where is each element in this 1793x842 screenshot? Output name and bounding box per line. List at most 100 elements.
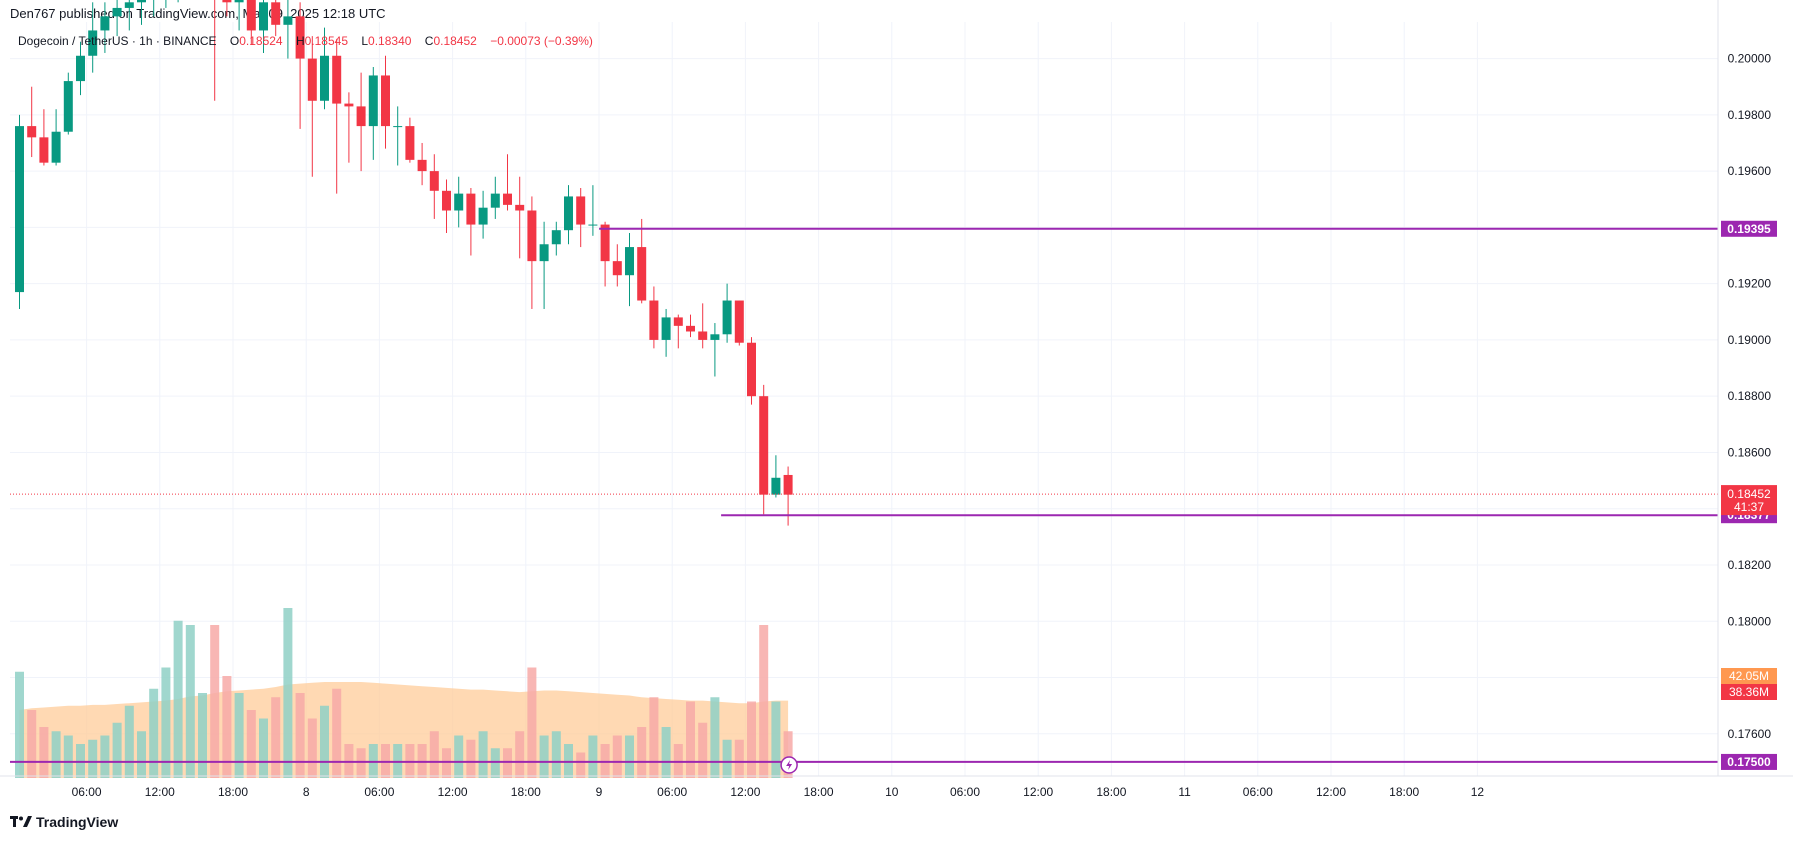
candle-body — [539, 244, 549, 262]
close-label: C — [424, 34, 434, 48]
x-tick-label: 12:00 — [145, 785, 175, 799]
candle-body — [320, 55, 329, 101]
candle-body — [368, 75, 378, 127]
candle-body — [429, 171, 439, 191]
candle-body — [759, 396, 769, 495]
change-value: −0.00073 (−0.39%) — [490, 34, 593, 48]
last-price-label: 0.18452 — [1727, 487, 1771, 501]
x-tick-label: 18:00 — [1096, 785, 1126, 799]
price-labels: 0.193950.183770.175000.1845241:3742.05M3… — [780, 220, 1777, 774]
candle-body — [661, 317, 671, 340]
volume-bar — [734, 739, 744, 778]
high-label: H — [295, 34, 305, 48]
volume-bar — [51, 731, 61, 778]
low-label: L — [361, 34, 369, 48]
candle-body — [625, 247, 634, 276]
volume-bar — [332, 688, 342, 778]
candle-body — [478, 207, 488, 225]
candle-body — [698, 331, 708, 340]
x-tick-label: 06:00 — [1243, 785, 1273, 799]
symbol-name[interactable]: Dogecoin / TetherUS · 1h · BINANCE — [18, 34, 217, 48]
volume-bar — [259, 718, 268, 778]
open-label: O — [229, 34, 240, 48]
x-tick-label: 06:00 — [657, 785, 687, 799]
tradingview-brand[interactable]: TradingView — [10, 814, 118, 830]
volume-bar — [320, 705, 329, 778]
candle-body — [515, 204, 525, 211]
candle-body — [100, 16, 110, 31]
volume-bar — [234, 693, 244, 778]
x-tick-label: 18:00 — [218, 785, 248, 799]
volume-bar — [198, 693, 207, 778]
volume-bar — [271, 697, 281, 778]
symbol-legend: Dogecoin / TetherUS · 1h · BINANCE O 0.18… — [18, 34, 593, 48]
volume-ma-area-path — [19, 681, 789, 778]
volume-ma-label-bg — [1721, 684, 1777, 700]
candle-body — [222, 0, 232, 3]
candle-body — [405, 126, 415, 160]
candle-body — [283, 16, 293, 25]
volume-bar — [698, 722, 708, 778]
candle-body — [747, 342, 756, 397]
volume-bar — [283, 608, 293, 778]
x-tick-label: 18:00 — [511, 785, 541, 799]
volume-bar — [442, 748, 451, 778]
volume-bar — [454, 735, 464, 778]
candle-body — [454, 193, 464, 211]
volume-bar — [307, 718, 317, 778]
grid — [10, 22, 1718, 776]
volume-bar — [246, 710, 256, 778]
volume-bar — [747, 701, 756, 778]
volume-bar — [515, 731, 525, 778]
volume-ma-area — [19, 681, 789, 778]
close-value: 0.18452 — [433, 34, 477, 48]
volume-bar — [661, 727, 671, 778]
lightning-bolt-icon — [786, 760, 793, 770]
candles — [15, 0, 793, 526]
x-tick-label: 12:00 — [730, 785, 760, 799]
x-tick-label: 06:00 — [72, 785, 102, 799]
volume-bar — [686, 701, 695, 778]
candle-body — [673, 317, 683, 326]
level-label: 0.19395 — [1727, 222, 1771, 236]
candle-body — [783, 474, 793, 495]
candle-body — [576, 196, 586, 225]
candle-body — [710, 334, 720, 340]
x-tick-label: 12 — [1471, 785, 1485, 799]
volume-bar — [466, 739, 476, 778]
x-tick-label: 18:00 — [804, 785, 834, 799]
x-tick-label: 10 — [885, 785, 899, 799]
level-label-bg — [1721, 220, 1777, 237]
x-tick-label: 12:00 — [1023, 785, 1053, 799]
candle-body — [600, 224, 610, 262]
candle-body — [295, 16, 305, 59]
candle-body — [15, 126, 24, 293]
candle-body — [39, 137, 49, 163]
candle-body — [588, 224, 598, 226]
volume-bar — [576, 752, 586, 778]
volume-bar — [783, 731, 793, 778]
candle-body — [771, 477, 781, 495]
x-tick-label: 18:00 — [1389, 785, 1419, 799]
y-tick-label: 0.18200 — [1728, 558, 1772, 572]
brand-name: TradingView — [36, 814, 119, 830]
candle-body — [381, 75, 390, 127]
candle-body — [76, 55, 85, 82]
volume-bar — [356, 748, 366, 778]
candle-body — [564, 196, 573, 231]
volume-bar — [649, 697, 659, 778]
volume-bar — [185, 625, 195, 778]
x-tick-label: 06:00 — [364, 785, 394, 799]
y-tick-label: 0.18000 — [1728, 614, 1772, 628]
y-tick-label: 0.20000 — [1728, 52, 1772, 66]
volume-bar — [759, 625, 769, 778]
volume-ma-label: 38.36M — [1729, 685, 1769, 699]
volume-bar — [527, 667, 537, 778]
last-price-label-bg — [1721, 485, 1777, 516]
volume-bar — [88, 739, 98, 778]
volume-bar — [15, 671, 24, 778]
volume-label-bg — [1721, 668, 1777, 684]
candle-body — [259, 2, 268, 31]
candle-body — [271, 2, 281, 25]
